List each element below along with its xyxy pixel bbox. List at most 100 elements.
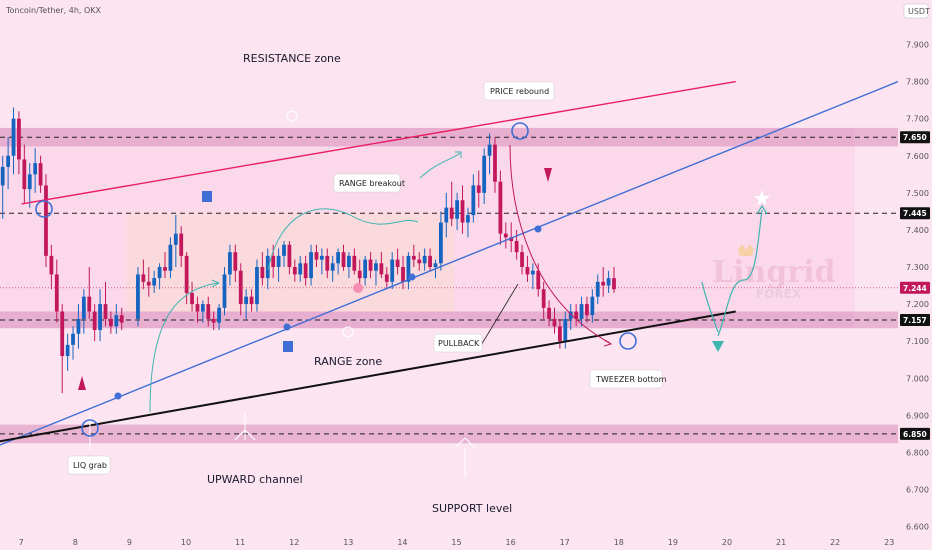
pullback-pointer	[479, 283, 519, 348]
levels-layer	[0, 136, 898, 435]
candle-body	[6, 155, 11, 167]
down-rocket-icon	[544, 168, 552, 182]
candle-body	[482, 155, 487, 193]
x-tick-label: 8	[73, 538, 78, 547]
dot-marker-3	[408, 273, 416, 281]
candle-body	[292, 267, 297, 275]
label-range-zone: RANGE zone	[314, 355, 382, 368]
y-tick-label: 7.200	[906, 300, 929, 309]
candle-body	[541, 289, 546, 308]
candle-body	[255, 267, 259, 305]
candle-body	[368, 259, 373, 271]
candle-body	[98, 304, 102, 331]
range-breakout-box	[333, 173, 401, 193]
candle-body	[217, 307, 221, 323]
liq-grab-box	[67, 455, 111, 475]
candle-body	[228, 252, 232, 275]
candle-body	[563, 318, 568, 342]
price-tag-label: 7.650	[903, 133, 927, 142]
red-curve	[509, 144, 611, 344]
candle-body	[401, 267, 405, 282]
label-pullback: PULLBACK	[438, 339, 480, 348]
y-tick-label: 7.700	[906, 115, 929, 124]
candle-body	[206, 304, 211, 319]
candle-body	[357, 270, 362, 279]
candle-body	[119, 315, 124, 323]
y-tick-label: 7.800	[906, 78, 929, 87]
candle-body	[530, 270, 535, 275]
candle-body	[422, 255, 427, 264]
candle-body	[298, 263, 303, 275]
candle-body	[476, 185, 481, 193]
candle-body	[222, 274, 227, 308]
price-axis: 7.900 7.800 7.700 7.600 7.500 7.400 7.300 7.200…	[906, 41, 929, 532]
candle-body	[233, 252, 238, 271]
candle-body	[601, 281, 606, 286]
candle-body	[184, 255, 189, 293]
y-tick-label: 7.400	[906, 226, 929, 235]
candle-body	[433, 263, 438, 267]
candle-body	[547, 307, 551, 319]
zone-range-top	[0, 311, 898, 329]
candle-body	[265, 255, 270, 279]
y-tick-label: 6.600	[906, 523, 929, 532]
candle-body	[173, 233, 178, 245]
teal-curve-5	[717, 209, 763, 337]
candle-body	[103, 304, 108, 319]
x-tick-label: 17	[560, 538, 570, 547]
price-tag-label: 6.850	[903, 430, 927, 439]
candle-body	[536, 270, 541, 290]
label-support-level: SUPPORT level	[432, 502, 512, 515]
time-axis-panel	[0, 534, 898, 550]
trend-line-2	[0, 310, 736, 443]
candle-body	[0, 166, 5, 186]
candle-body	[276, 255, 281, 267]
teal-arrowhead-1	[211, 279, 221, 288]
candle-body	[81, 296, 86, 319]
teal-curve-3	[419, 152, 461, 179]
candle-body	[319, 255, 324, 260]
candle-body	[390, 259, 395, 282]
watermark: Lingrid FOREX	[712, 244, 835, 301]
x-tick-label: 10	[181, 538, 191, 547]
candle-body	[406, 255, 411, 282]
y-tick-label: 7.000	[906, 374, 929, 383]
price-tag-bg	[900, 281, 930, 294]
x-tick-label: 23	[884, 538, 894, 547]
price-tag-bg	[900, 207, 930, 220]
candle-body	[17, 118, 21, 160]
price-tag-bg	[900, 131, 930, 144]
candle-body	[579, 304, 584, 319]
crown-icon	[738, 244, 754, 256]
candle-body	[33, 163, 38, 175]
candle-body	[11, 118, 16, 156]
candle-body	[114, 315, 119, 327]
candle-body	[493, 144, 497, 182]
candle-body	[466, 215, 470, 223]
candle-body	[341, 252, 346, 267]
candle-body	[374, 263, 378, 271]
candle-body	[49, 255, 54, 275]
currency-badge[interactable]	[903, 3, 929, 19]
circle-marker-rebound	[511, 122, 529, 140]
candle-body	[525, 267, 530, 275]
currency-label: USDT	[908, 7, 930, 16]
teal-curve-1	[149, 282, 219, 413]
candle-body	[498, 181, 503, 234]
candle-body	[260, 267, 265, 279]
price-axis-panel	[898, 0, 932, 550]
x-tick-label: 16	[506, 538, 516, 547]
x-tick-label: 7	[19, 538, 24, 547]
candle-body	[471, 185, 476, 216]
candle-body	[314, 252, 319, 260]
candle-body	[417, 259, 422, 264]
watermark-sub: FOREX	[756, 287, 802, 301]
circle-marker-tweezer	[619, 332, 637, 350]
clock-icon	[342, 326, 354, 338]
zone-resistance	[0, 127, 898, 147]
candle-body	[303, 263, 308, 279]
candle-body	[92, 311, 97, 331]
label-tweezer-bottom: TWEEZER bottom	[595, 375, 667, 384]
candle-body	[71, 333, 75, 345]
